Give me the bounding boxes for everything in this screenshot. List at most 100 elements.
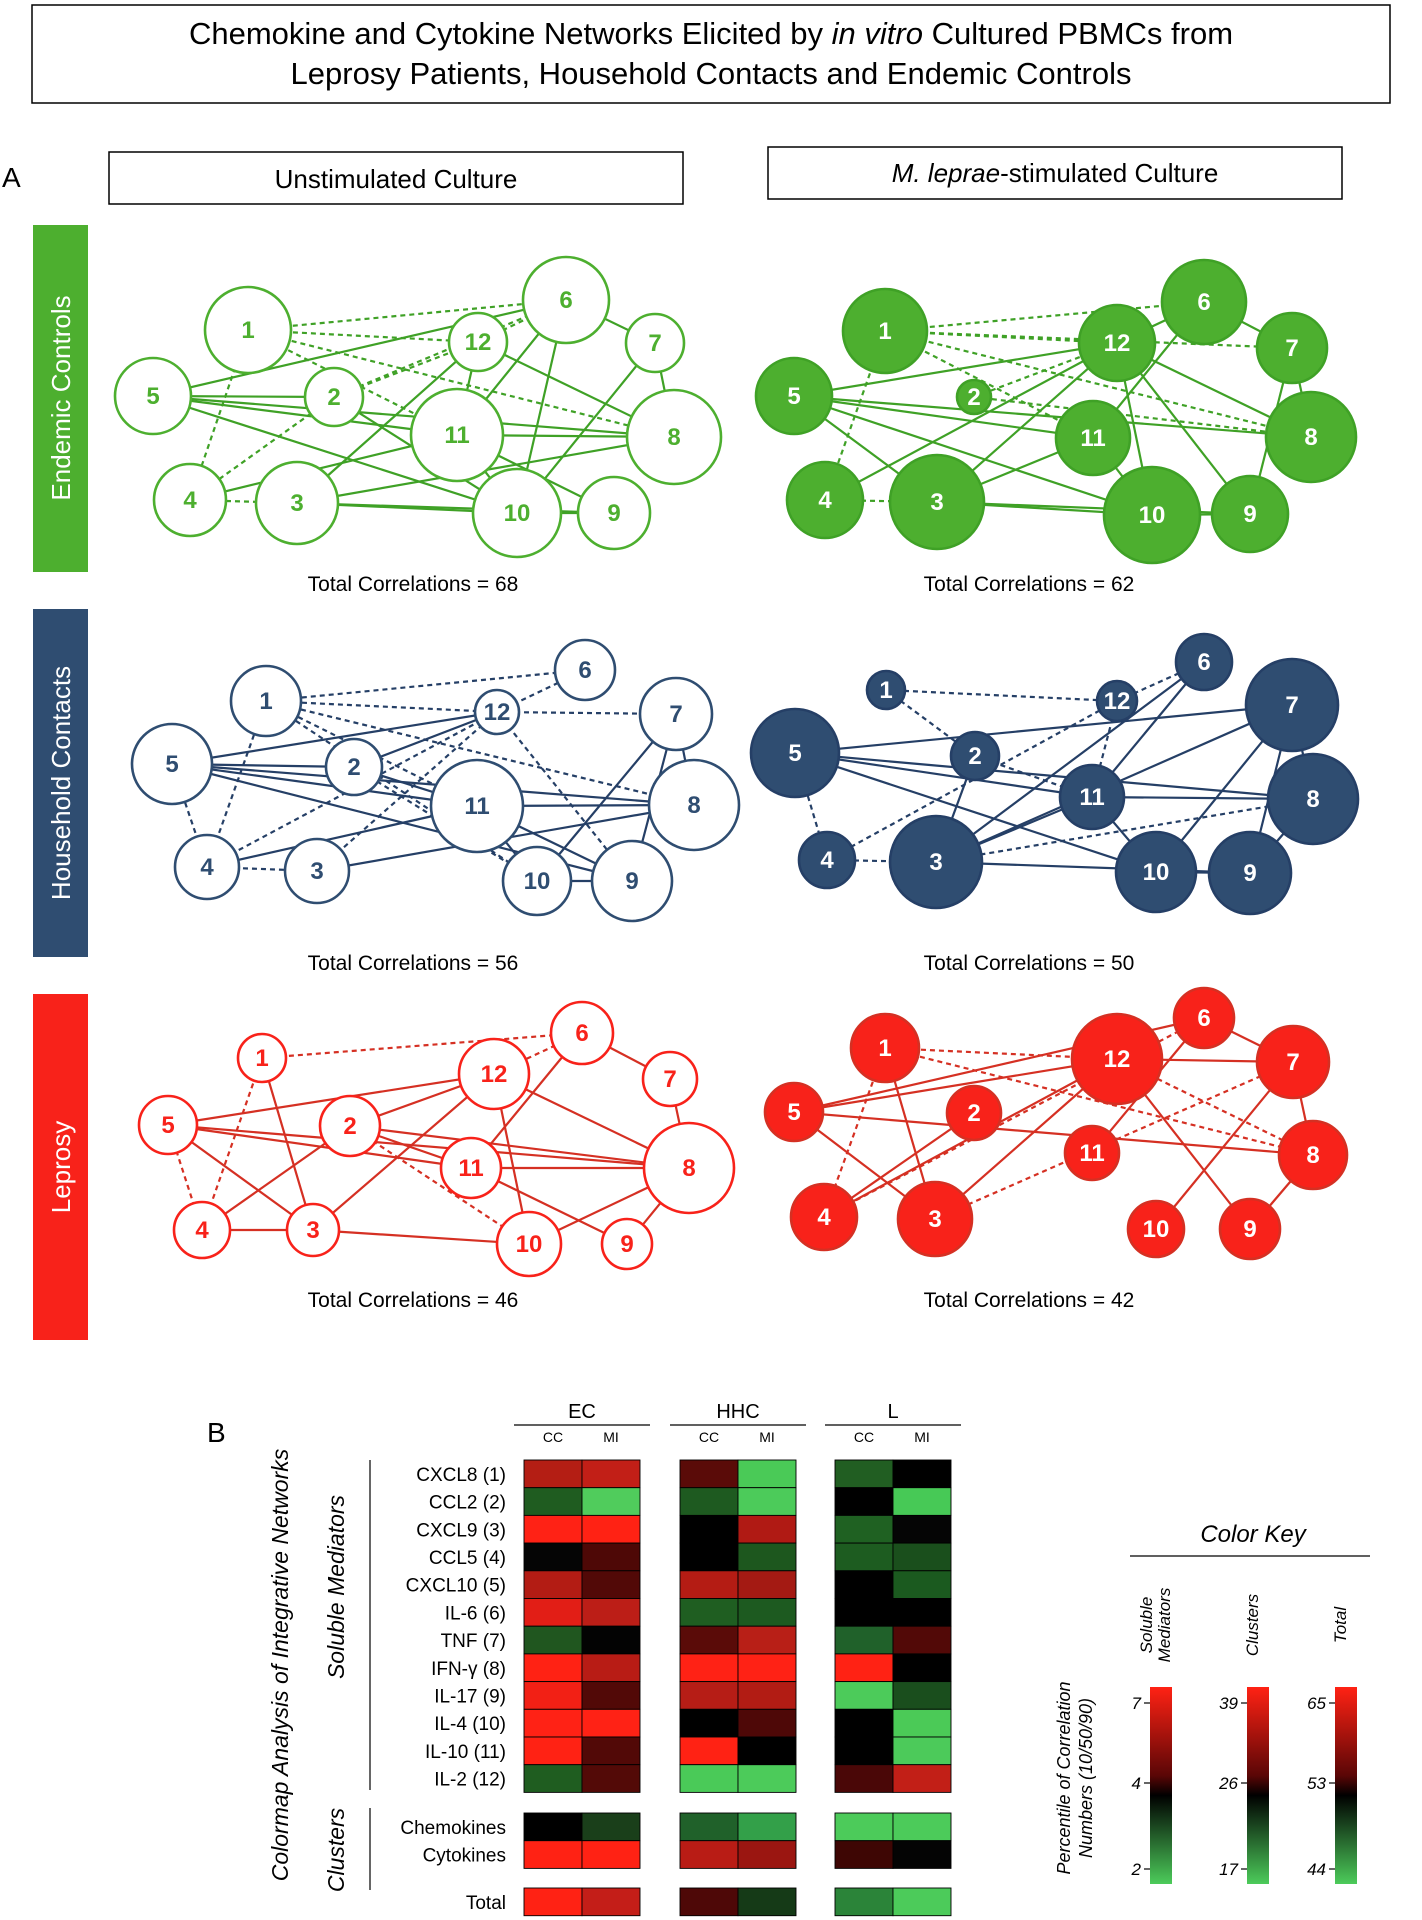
node-label-10: 10 <box>1139 502 1166 529</box>
correlation-edge-3-12 <box>312 1073 495 1231</box>
color-key-tick-label: 7 <box>1132 1694 1142 1713</box>
heatmap-cell <box>834 1812 894 1842</box>
correlation-edge-4-12 <box>824 342 1118 501</box>
node-label-4: 4 <box>820 847 834 874</box>
correlation-edge-5-11 <box>152 394 458 437</box>
correlation-edge-5-11 <box>794 751 1093 799</box>
heatmap-cell <box>679 1625 739 1655</box>
heatmap-cell <box>679 1653 739 1683</box>
node-label-12: 12 <box>1104 330 1131 357</box>
node-label-7: 7 <box>669 701 682 728</box>
correlation-edge-12-6 <box>493 1032 583 1075</box>
node-label-5: 5 <box>787 1099 800 1126</box>
heatmap-cell <box>892 1459 952 1489</box>
node-label-7: 7 <box>1285 335 1298 362</box>
node-label-4: 4 <box>200 854 214 881</box>
node-label-9: 9 <box>625 868 638 895</box>
node-label-11: 11 <box>458 1155 483 1182</box>
heatmap-cell <box>834 1459 894 1489</box>
row-label-mediator: IL-17 (9) <box>434 1686 506 1707</box>
node-label-10: 10 <box>516 1231 543 1258</box>
row-label-mediator: IL-4 (10) <box>434 1714 506 1735</box>
heatmap-cell <box>892 1736 952 1766</box>
node-label-11: 11 <box>1079 1140 1104 1167</box>
node-11 <box>439 1136 503 1200</box>
heatmap-cell <box>679 1542 739 1572</box>
node-label-8: 8 <box>1306 786 1319 813</box>
total-correlations-l-unstim: Total Correlations = 46 <box>308 1289 519 1312</box>
figure-title: Chemokine and Cytokine Networks Elicited… <box>31 4 1391 104</box>
node-label-2: 2 <box>967 384 980 411</box>
panel-b-label: B <box>207 1417 226 1448</box>
heatmap-cell <box>834 1736 894 1766</box>
correlation-edge-1-6 <box>247 298 567 332</box>
color-key-bar <box>1150 1687 1172 1884</box>
color-key-axis-label-2: Numbers (10/50/90) <box>1076 1698 1096 1858</box>
correlation-edge-12-6 <box>1116 660 1205 703</box>
panel-b-axis-title: Colormap Analysis of Integrative Network… <box>267 1448 293 1881</box>
node-label-2: 2 <box>967 1100 980 1127</box>
heatmap-cell <box>679 1570 739 1599</box>
node-12 <box>1095 679 1139 723</box>
node-4 <box>173 833 241 901</box>
node-label-12: 12 <box>481 1061 508 1088</box>
color-key-axis-label-1: Percentile of Correlation <box>1054 1681 1074 1874</box>
heatmap-cell <box>679 1681 739 1710</box>
node-10 <box>1126 1199 1186 1259</box>
heatmap-cell <box>581 1840 641 1869</box>
node-label-7: 7 <box>1285 692 1298 719</box>
node-label-6: 6 <box>559 287 572 314</box>
correlation-edge-1-8 <box>884 329 1312 439</box>
correlation-edge-1-6 <box>265 668 586 703</box>
node-10 <box>495 1210 563 1278</box>
panel-a-label: A <box>2 162 21 193</box>
heatmap-cell <box>581 1625 641 1655</box>
node-label-9: 9 <box>607 500 620 527</box>
heatmap-cell <box>523 1625 583 1655</box>
node-8 <box>647 758 741 852</box>
node-9 <box>600 1217 654 1271</box>
correlation-edge-1-6 <box>884 300 1205 333</box>
correlation-edge-1-12 <box>265 699 498 714</box>
node-1 <box>229 664 303 738</box>
node-8 <box>1264 390 1358 484</box>
heatmap-cell <box>581 1812 641 1842</box>
heatmap-cell <box>581 1653 641 1683</box>
row-label-mediator: CCL2 (2) <box>429 1493 506 1514</box>
correlation-edge-5-10 <box>152 394 518 515</box>
heatmap-cell <box>834 1653 894 1683</box>
node-7 <box>1244 657 1340 753</box>
heatmap-cell <box>737 1542 797 1572</box>
heatmap-cell <box>892 1625 952 1655</box>
node-label-5: 5 <box>787 383 800 410</box>
node-label-11: 11 <box>444 422 469 449</box>
heatmap-cell <box>834 1487 894 1516</box>
node-10 <box>471 467 563 559</box>
correlation-edge-5-8 <box>167 1123 690 1170</box>
node-label-6: 6 <box>1197 1005 1210 1032</box>
heatmap-cell <box>523 1887 583 1917</box>
node-label-4: 4 <box>195 1217 209 1244</box>
heatmap-cell <box>892 1840 952 1869</box>
heatmap-cell <box>523 1764 583 1793</box>
node-1 <box>849 1012 921 1084</box>
node-4 <box>797 830 857 890</box>
node-label-3: 3 <box>930 489 943 516</box>
node-label-8: 8 <box>687 792 700 819</box>
node-label-1: 1 <box>255 1045 268 1072</box>
heatmap-cell <box>523 1840 583 1869</box>
node-label-12: 12 <box>484 699 511 726</box>
node-label-6: 6 <box>1197 649 1210 676</box>
heatmap-cell <box>737 1764 797 1793</box>
node-10 <box>1102 465 1202 565</box>
row-label-mediator: CXCL9 (3) <box>416 1520 506 1541</box>
heatmap-cell <box>679 1487 739 1516</box>
subcolumn-header-cc: CC <box>854 1429 874 1445</box>
correlation-edge-5-10 <box>794 751 1157 874</box>
node-label-4: 4 <box>183 487 197 514</box>
correlation-edge-5-8 <box>794 751 1314 801</box>
heatmap-cell <box>679 1708 739 1738</box>
correlation-edge-1-12 <box>885 688 1118 703</box>
